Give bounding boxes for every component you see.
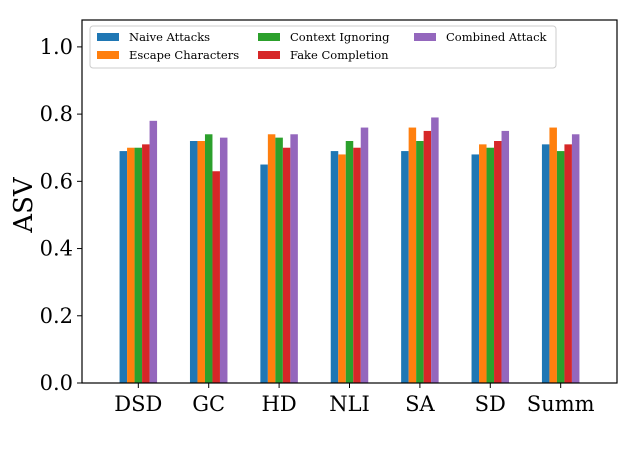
legend-label-fake-completion: Fake Completion bbox=[290, 48, 389, 62]
bar-dsd-combined-attack bbox=[149, 120, 158, 383]
bar-dsd-escape-characters bbox=[127, 147, 135, 383]
bar-nli-fake-completion bbox=[353, 147, 361, 383]
x-tick-label-summ: Summ bbox=[527, 392, 595, 416]
bar-summ-combined-attack bbox=[571, 134, 580, 383]
bar-summ-context-ignoring bbox=[556, 151, 565, 383]
legend-swatch-escape-characters bbox=[97, 51, 119, 59]
x-tick-label-gc: GC bbox=[192, 392, 225, 416]
bar-gc-fake-completion bbox=[212, 171, 220, 383]
y-tick-label: 0.2 bbox=[40, 304, 73, 328]
y-tick-label: 1.0 bbox=[40, 35, 73, 59]
bar-sd-fake-completion bbox=[494, 141, 502, 383]
y-tick-label: 0.6 bbox=[40, 169, 73, 193]
bar-nli-context-ignoring bbox=[345, 141, 354, 383]
legend-swatch-naive-attacks bbox=[97, 33, 119, 41]
bar-nli-escape-characters bbox=[338, 154, 346, 383]
legend: Naive Attacks Escape Characters Context Ig… bbox=[89, 25, 557, 69]
legend-swatch-context-ignoring bbox=[258, 33, 280, 41]
x-tick-label-dsd: DSD bbox=[114, 392, 162, 416]
y-tick-label: 0.0 bbox=[40, 371, 73, 395]
axes-layer: 0.0 0.2 0.4 0.6 0.8 1.0 DSD GC HD NLI SA SD Summ bbox=[40, 19, 618, 416]
bar-summ-naive-attacks bbox=[541, 144, 550, 383]
bar-nli-naive-attacks bbox=[330, 151, 339, 383]
legend-label-naive-attacks: Naive Attacks bbox=[129, 30, 210, 44]
legend-label-context-ignoring: Context Ignoring bbox=[290, 30, 390, 44]
x-tick-label-sa: SA bbox=[405, 392, 435, 416]
legend-label-escape-characters: Escape Characters bbox=[129, 48, 239, 62]
bar-gc-escape-characters bbox=[197, 141, 205, 383]
y-tick-label: 0.4 bbox=[40, 237, 73, 261]
bar-gc-context-ignoring bbox=[204, 134, 213, 383]
y-axis-label: ASV bbox=[9, 176, 39, 234]
bar-sd-naive-attacks bbox=[471, 154, 480, 383]
bar-dsd-naive-attacks bbox=[119, 151, 128, 383]
bar-sa-naive-attacks bbox=[401, 151, 409, 383]
bar-hd-naive-attacks bbox=[260, 164, 268, 383]
legend-swatch-combined-attack bbox=[414, 33, 436, 41]
x-tick-label-hd: HD bbox=[262, 392, 297, 416]
bar-sa-combined-attack bbox=[431, 117, 439, 383]
bar-sa-context-ignoring bbox=[416, 141, 424, 383]
x-tick-label-sd: SD bbox=[475, 392, 506, 416]
bar-summ-fake-completion bbox=[564, 144, 572, 383]
bar-hd-fake-completion bbox=[282, 147, 291, 383]
x-tick-label-nli: NLI bbox=[329, 392, 370, 416]
bar-sd-escape-characters bbox=[479, 144, 487, 383]
bars-layer bbox=[119, 117, 580, 383]
bar-hd-escape-characters bbox=[267, 134, 276, 383]
legend-box bbox=[89, 25, 557, 69]
y-tick-label: 0.8 bbox=[40, 102, 73, 126]
bar-nli-combined-attack bbox=[360, 127, 369, 383]
bar-sd-combined-attack bbox=[501, 130, 510, 383]
bar-dsd-context-ignoring bbox=[134, 147, 143, 383]
bar-summ-escape-characters bbox=[549, 127, 557, 383]
bar-gc-naive-attacks bbox=[189, 141, 198, 383]
bar-gc-combined-attack bbox=[219, 137, 228, 383]
bar-hd-context-ignoring bbox=[275, 137, 283, 383]
bar-hd-combined-attack bbox=[290, 134, 298, 383]
bar-sd-context-ignoring bbox=[486, 147, 495, 383]
bar-dsd-fake-completion bbox=[142, 144, 150, 383]
legend-label-combined-attack: Combined Attack bbox=[446, 30, 548, 44]
legend-swatch-fake-completion bbox=[258, 51, 280, 59]
bar-sa-fake-completion bbox=[423, 130, 432, 383]
bar-sa-escape-characters bbox=[408, 127, 417, 383]
